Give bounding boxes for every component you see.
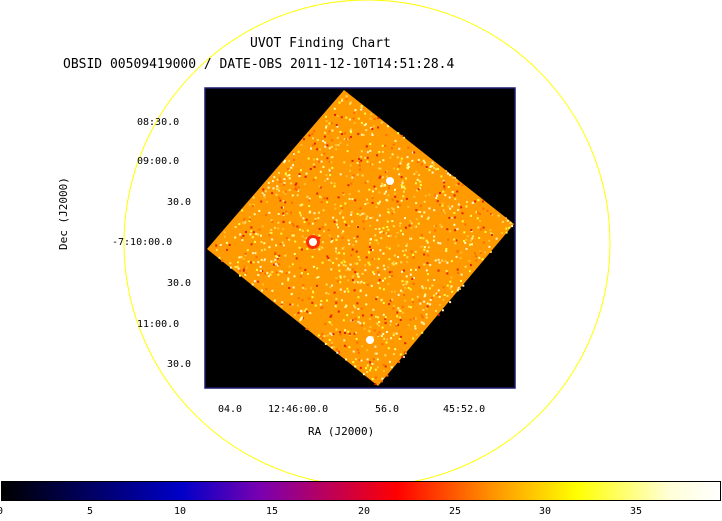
ra-tick: 56.0 [375, 404, 400, 415]
colorbar [1, 481, 721, 501]
chart-subtitle: OBSID 00509419000 / DATE-OBS 2011-12-10T… [63, 57, 455, 72]
source-bright-core [309, 238, 317, 246]
exposure-region [207, 90, 514, 386]
ra-axis-label: RA (J2000) [308, 425, 375, 438]
chart-title: UVOT Finding Chart [250, 36, 391, 51]
colorbar-tick: 25 [449, 506, 462, 517]
colorbar-tick: 15 [266, 506, 279, 517]
dec-tick: 09:00.0 [137, 156, 180, 167]
dec-tick: 30.0 [167, 197, 192, 208]
dec-tick: 11:00.0 [137, 319, 180, 330]
colorbar-tick: 35 [630, 506, 643, 517]
ra-tick: 12:46:00.0 [268, 404, 329, 415]
colorbar-tick: 5 [87, 506, 94, 517]
exposure-noise [215, 95, 514, 385]
dec-tick: 30.0 [167, 278, 192, 289]
source-north [386, 177, 394, 185]
ra-tick: 04.0 [218, 404, 243, 415]
dec-axis-label: Dec (J2000) [57, 177, 70, 250]
source-south [366, 336, 374, 344]
dec-tick: -7:10:00.0 [112, 237, 173, 248]
colorbar-tick: 10 [174, 506, 187, 517]
colorbar-tick: 30 [539, 506, 552, 517]
ra-tick: 45:52.0 [443, 404, 486, 415]
dec-tick: 08:30.0 [137, 117, 180, 128]
dec-tick: 30.0 [167, 359, 192, 370]
colorbar-tick: 0 [0, 506, 4, 517]
colorbar-tick: 20 [358, 506, 371, 517]
